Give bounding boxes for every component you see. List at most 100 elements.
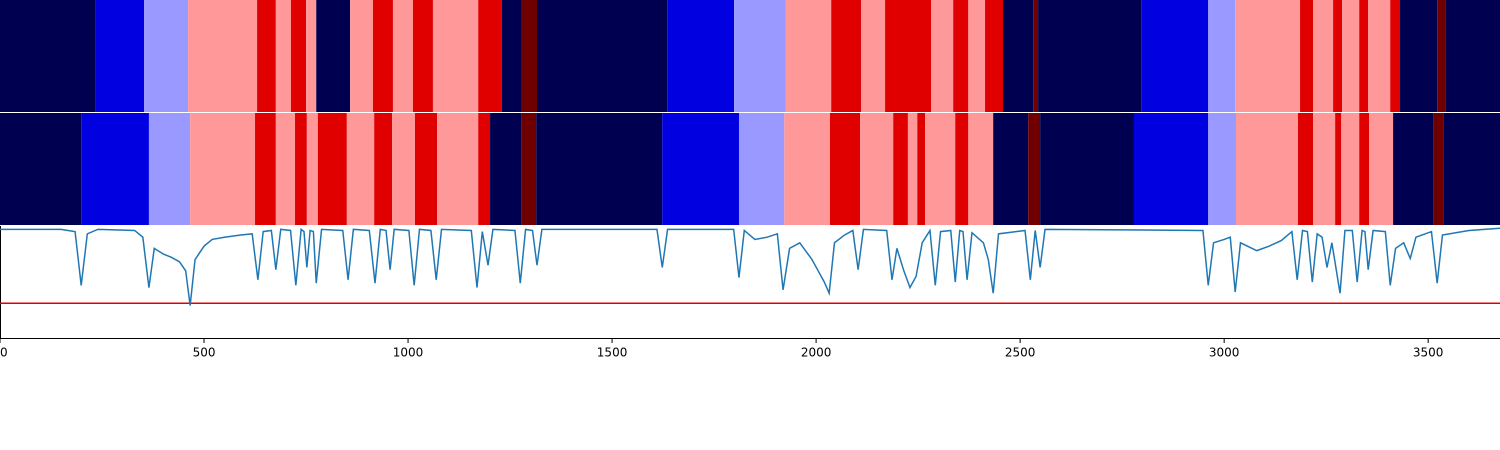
segment [306,0,317,112]
segment [372,0,393,112]
segment [412,0,433,112]
segment [893,113,908,225]
segment [993,113,1029,225]
segment [885,0,932,112]
segment [1393,113,1434,225]
segment [257,0,276,112]
segment [478,0,502,112]
segment [295,113,307,225]
segment [521,113,537,225]
segment [1208,113,1236,225]
segment [148,113,191,225]
segment [392,113,415,225]
segment [0,0,96,112]
segment [1038,0,1142,112]
segment [1400,0,1438,112]
segment [1369,113,1394,225]
segment [925,113,956,225]
segment [829,113,861,225]
segment [1342,0,1360,112]
segment [275,113,296,225]
x-tick-label: 3500 [1413,346,1444,360]
segment [1028,113,1041,225]
segment [662,113,739,225]
segment [1141,0,1209,112]
segment [784,113,830,225]
segment [188,0,258,112]
segment [1368,0,1391,112]
segment [521,0,537,112]
x-tick-label: 2000 [801,346,832,360]
segment [81,113,149,225]
segment [1437,0,1446,112]
segment [536,0,668,112]
segment [1341,113,1360,225]
series-line [0,227,1500,306]
segment [985,0,1003,112]
segment [734,0,786,112]
segment [1235,0,1301,112]
segment [478,113,491,225]
segment [1333,0,1343,112]
segment [968,113,994,225]
segment [255,113,276,225]
segment [860,0,886,112]
segment [1313,0,1334,112]
segment [907,113,918,225]
segment [490,113,522,225]
segment [931,0,954,112]
segment [317,113,347,225]
segment [1313,113,1336,225]
segment [95,0,145,112]
segment [785,0,832,112]
segment [350,0,373,112]
segment [346,113,375,225]
segment [1298,113,1314,225]
x-tick-label: 1500 [597,346,628,360]
segment [316,0,351,112]
segment [1390,0,1401,112]
segment [536,113,663,225]
segment [917,113,926,225]
segment [1002,0,1034,112]
x-tick-label: 0 [0,346,8,360]
x-tick-label: 2500 [1005,346,1036,360]
segment [1445,0,1500,112]
segment [1443,113,1500,225]
segment [1040,113,1134,225]
segment [190,113,256,225]
segment [392,0,413,112]
segment [667,0,735,112]
segment [1433,113,1444,225]
segment [0,113,82,225]
segment [290,0,307,112]
segment [306,113,318,225]
segment [432,0,479,112]
segment [860,113,894,225]
segment [275,0,291,112]
segment [1133,113,1209,225]
segment [955,113,969,225]
segment [1359,0,1369,112]
segment [501,0,522,112]
segment [374,113,393,225]
segment [738,113,785,225]
x-tick-label: 1000 [393,346,424,360]
segment [1335,113,1342,225]
x-tick-label: 500 [193,346,216,360]
segment [953,0,969,112]
segment [1208,0,1236,112]
segment [831,0,861,112]
line-group [0,227,1500,306]
segment [1300,0,1314,112]
segment [1359,113,1370,225]
segment [1033,0,1039,112]
segment [968,0,986,112]
x-tick-label: 3000 [1209,346,1240,360]
segment [1235,113,1299,225]
segment [144,0,189,112]
segment [437,113,479,225]
segment [414,113,438,225]
